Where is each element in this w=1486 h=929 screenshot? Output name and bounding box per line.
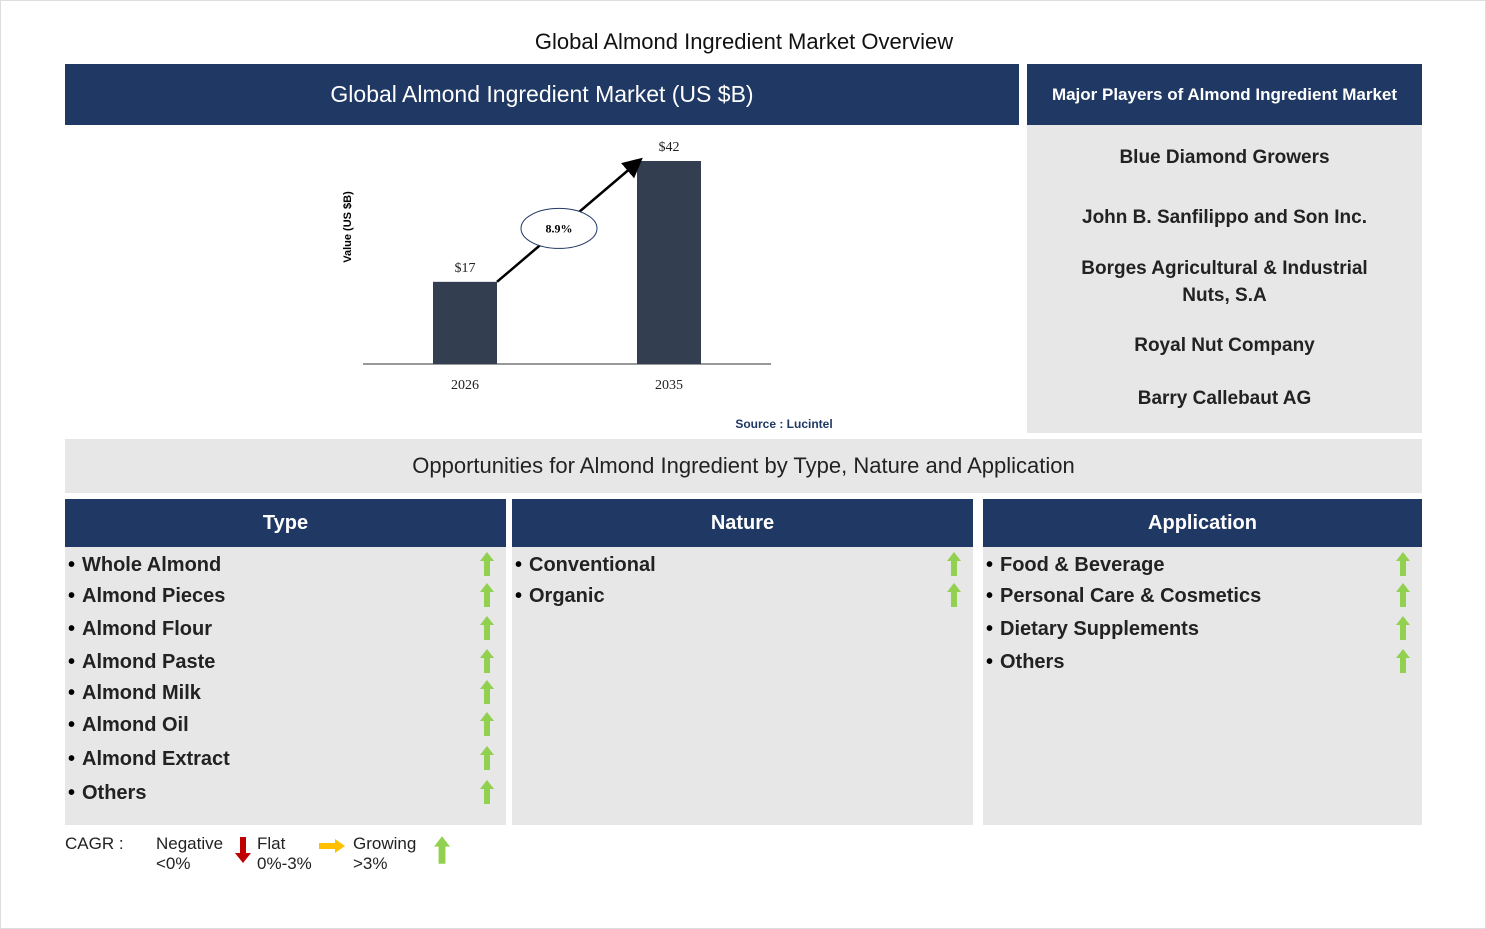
cagr-bubble: [520, 207, 598, 249]
arrow-shape: [480, 680, 494, 704]
arrow-shape: [947, 552, 961, 576]
item-name: Whole Almond: [82, 554, 222, 576]
item-name: Personal Care & Cosmetics: [1000, 585, 1262, 607]
legend-range: 0%-3%: [257, 854, 312, 873]
legend-name: Negative: [156, 834, 224, 853]
page-title: Global Almond Ingredient Market Overview: [534, 29, 954, 54]
cagr-label: 8.9%: [546, 221, 573, 235]
bar: [637, 161, 701, 364]
item-name: Almond Extract: [82, 748, 230, 770]
arrow-shape: [480, 649, 494, 673]
bullet: •: [986, 585, 994, 607]
players-header: Major Players of Almond Ingredient Marke…: [1027, 64, 1422, 125]
trend-arrow: [480, 552, 494, 576]
y-axis-label: Value (US $B): [342, 191, 354, 263]
bullet: •: [68, 682, 76, 704]
value-label: $17: [455, 261, 476, 276]
bullet: •: [986, 554, 994, 576]
player-name: Blue Diamond Growers: [1119, 147, 1330, 168]
arrow-shape: [1396, 583, 1410, 607]
legend-name: Growing: [353, 834, 417, 853]
item-name: Almond Flour: [82, 618, 212, 640]
arrow-shape: [480, 780, 494, 804]
trend-arrow: [1396, 583, 1410, 607]
legend-label: CAGR :: [65, 834, 124, 853]
item-name: Almond Paste: [82, 651, 216, 673]
column-header: Application: [983, 499, 1422, 547]
trend-arrow: [1396, 552, 1410, 576]
bullet: •: [68, 714, 76, 736]
arrow-shape: [1396, 649, 1410, 673]
source: Source : Lucintel: [735, 417, 832, 431]
item-name: Organic: [529, 585, 605, 607]
column-header: Nature: [512, 499, 973, 547]
bullet: •: [986, 651, 994, 673]
column-body: [983, 547, 1422, 825]
column-header: Type: [65, 499, 506, 547]
chart-header: Global Almond Ingredient Market (US $B): [65, 64, 1019, 125]
arrow-shape: [480, 746, 494, 770]
chart: $17 2026 $42 2035 8.9% Value (US $B) Source : …: [342, 140, 833, 431]
trend-arrow: [480, 583, 494, 607]
trend-arrow: [480, 712, 494, 736]
trend-arrow: [947, 552, 961, 576]
player-name: Borges Agricultural & Industrial Nuts, S…: [1081, 258, 1368, 306]
item-name: Others: [1000, 651, 1065, 673]
x-tick-label: 2035: [655, 378, 683, 393]
arrow-shape: [434, 836, 450, 864]
arrow-shape: [947, 583, 961, 607]
trend-arrow: [434, 836, 450, 864]
arrow-shape: [1396, 616, 1410, 640]
legend-name: Flat: [257, 834, 286, 853]
trend-arrow: [480, 649, 494, 673]
bullet: •: [68, 554, 76, 576]
column-body: [65, 547, 506, 825]
trend-arrow: [1396, 649, 1410, 673]
legend-range: >3%: [353, 854, 388, 873]
trend-arrow: [480, 780, 494, 804]
trend-arrow: [480, 680, 494, 704]
trend-arrow: [480, 616, 494, 640]
item-name: Almond Milk: [82, 682, 201, 704]
item-name: Dietary Supplements: [1000, 618, 1199, 640]
players-panel: Major Players of Almond Ingredient Marke…: [1027, 64, 1422, 433]
arrow-shape: [235, 837, 251, 863]
bullet: •: [68, 748, 76, 770]
trend-arrow: [480, 746, 494, 770]
player-name: Barry Callebaut AG: [1137, 388, 1312, 409]
arrow-shape: [480, 552, 494, 576]
item-name: Almond Pieces: [82, 585, 226, 607]
item-name: Food & Beverage: [1000, 554, 1165, 576]
trend-arrow: [947, 583, 961, 607]
player-name: John B. Sanfilippo and Son Inc.: [1082, 207, 1367, 228]
bullet: •: [68, 618, 76, 640]
arrow-shape: [480, 616, 494, 640]
trend-arrow: [235, 837, 251, 863]
value-label: $42: [659, 140, 680, 155]
item-name: Others: [82, 782, 147, 804]
column-body: [512, 547, 973, 825]
player-name: Royal Nut Company: [1134, 335, 1315, 356]
bullet: •: [515, 585, 523, 607]
bullet: •: [68, 782, 76, 804]
arrow-shape: [480, 583, 494, 607]
bullet: •: [68, 651, 76, 673]
bullet: •: [986, 618, 994, 640]
trend-arrow: [319, 839, 345, 853]
opportunities-title: Opportunities for Almond Ingredient by T…: [65, 439, 1422, 493]
trend-arrow: [1396, 616, 1410, 640]
bullet: •: [515, 554, 523, 576]
arrow-shape: [480, 712, 494, 736]
legend-range: <0%: [156, 854, 191, 873]
bar: [433, 281, 497, 364]
x-tick-label: 2026: [451, 378, 479, 393]
arrow-shape: [319, 839, 345, 853]
item-name: Conventional: [529, 554, 656, 576]
bullet: •: [68, 585, 76, 607]
item-name: Almond Oil: [82, 714, 189, 736]
arrow-shape: [1396, 552, 1410, 576]
